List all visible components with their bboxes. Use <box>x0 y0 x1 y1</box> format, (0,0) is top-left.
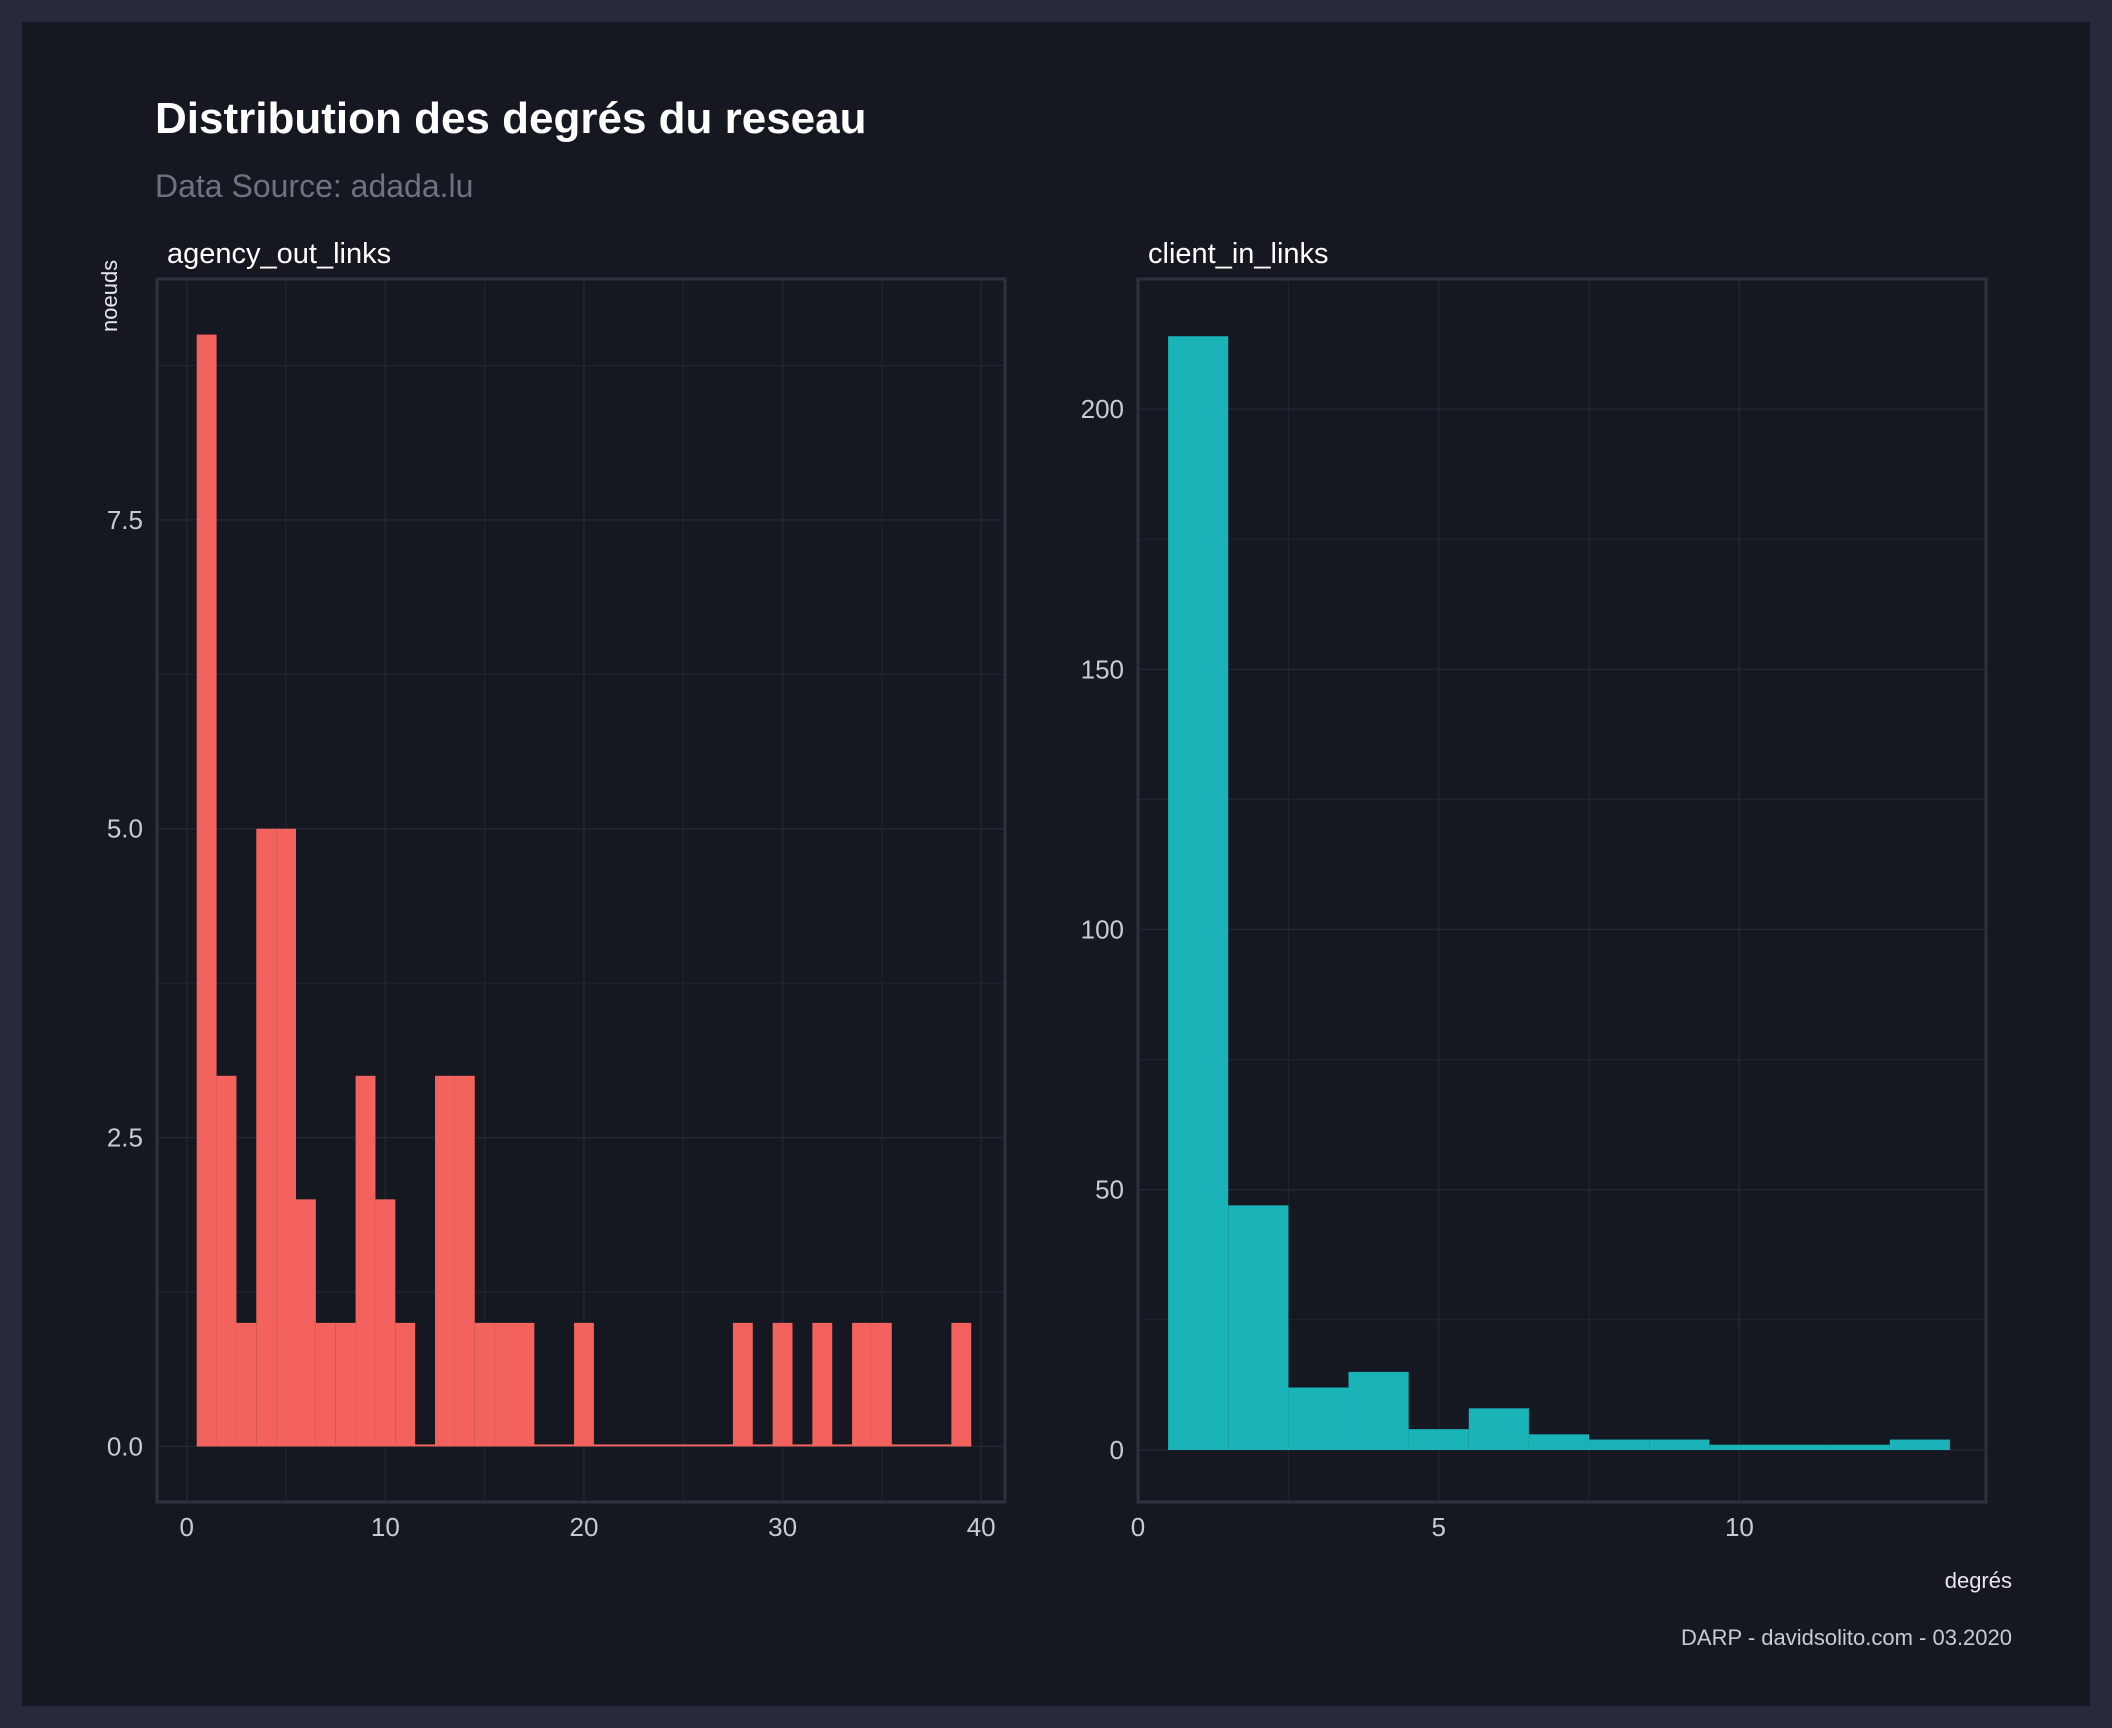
histogram-bar <box>951 1322 972 1447</box>
histogram-bar <box>1468 1408 1529 1450</box>
y-tick-label: 0 <box>1110 1435 1124 1465</box>
histogram-bar <box>574 1322 594 1447</box>
histogram-bar <box>812 1322 833 1447</box>
x-tick-label: 10 <box>371 1512 400 1542</box>
histogram-bar <box>1589 1439 1650 1450</box>
chart-title: Distribution des degrés du reseau <box>155 94 867 143</box>
y-axis-title: noeuds <box>97 260 122 332</box>
histogram-bar <box>216 1075 237 1447</box>
histogram-bar <box>276 828 297 1447</box>
histogram-bar <box>474 1322 495 1447</box>
histogram-bar <box>1709 1444 1770 1450</box>
histogram-bar <box>1829 1444 1890 1450</box>
histogram-bar <box>1528 1434 1590 1450</box>
histogram-bar <box>196 334 217 1447</box>
histogram-bar <box>1168 336 1229 1450</box>
histogram-bar <box>395 1322 416 1447</box>
y-tick-label: 0.0 <box>107 1431 143 1461</box>
chart-frame: Distribution des degrés du reseau Data S… <box>22 22 2090 1706</box>
histogram-bar <box>296 1199 316 1447</box>
x-tick-label: 0 <box>1131 1512 1145 1542</box>
histogram-bar <box>256 828 277 1447</box>
y-tick-label: 100 <box>1081 915 1124 945</box>
y-tick-label: 150 <box>1081 654 1124 684</box>
panel-strip-label: agency_out_links <box>167 238 391 270</box>
histogram-bar <box>315 1322 336 1447</box>
panel-strip-label: client_in_links <box>1148 238 1329 270</box>
histogram-bar <box>871 1322 892 1447</box>
histogram-bar <box>1769 1444 1830 1450</box>
histogram-bar <box>1228 1205 1289 1450</box>
y-tick-label: 2.5 <box>107 1123 143 1153</box>
histogram-bar <box>1649 1439 1710 1450</box>
x-tick-label: 30 <box>768 1512 797 1542</box>
panel-border <box>1136 277 1988 1504</box>
y-tick-label: 200 <box>1081 394 1124 424</box>
histogram-bar <box>1889 1439 1950 1450</box>
x-tick-label: 20 <box>570 1512 599 1542</box>
histogram-bar <box>335 1322 356 1447</box>
x-axis-title: degrés <box>1945 1568 2012 1593</box>
chart-caption: DARP - davidsolito.com - 03.2020 <box>1681 1625 2012 1650</box>
histogram-bar <box>1348 1371 1409 1450</box>
y-tick-label: 7.5 <box>107 505 143 535</box>
histogram-bar <box>1288 1387 1349 1450</box>
histogram-bar <box>852 1322 872 1447</box>
x-tick-label: 10 <box>1725 1512 1754 1542</box>
histogram-bar <box>772 1322 793 1447</box>
x-tick-label: 0 <box>180 1512 194 1542</box>
histogram-bar <box>355 1075 376 1447</box>
histogram-bar <box>375 1199 396 1447</box>
histogram-bar <box>435 1075 455 1447</box>
histogram-baseline <box>196 1444 972 1447</box>
histogram-bar <box>236 1322 257 1447</box>
x-tick-label: 5 <box>1431 1512 1445 1542</box>
panel-border <box>155 277 1007 1504</box>
panel-agency_out_links: agency_out_links 0 10 20 30 40 0.0 2.5 5.0 7.5 <box>107 238 1007 1542</box>
histogram-bar <box>732 1322 753 1447</box>
x-tick-label: 40 <box>967 1512 996 1542</box>
panels-group: agency_out_links 0 10 20 30 40 0.0 2.5 5.0 7.5 cli… <box>107 238 1988 1542</box>
histogram-bar <box>514 1322 535 1447</box>
histogram-bar <box>454 1075 475 1447</box>
chart-canvas: Distribution des degrés du reseau Data S… <box>97 94 2012 1650</box>
y-tick-label: 5.0 <box>107 814 143 844</box>
y-tick-label: 50 <box>1095 1175 1124 1205</box>
histogram-bar <box>1408 1429 1469 1450</box>
histogram-baseline <box>1168 1447 1950 1450</box>
histogram-bar <box>494 1322 515 1447</box>
chart-subtitle: Data Source: adada.lu <box>155 168 473 204</box>
